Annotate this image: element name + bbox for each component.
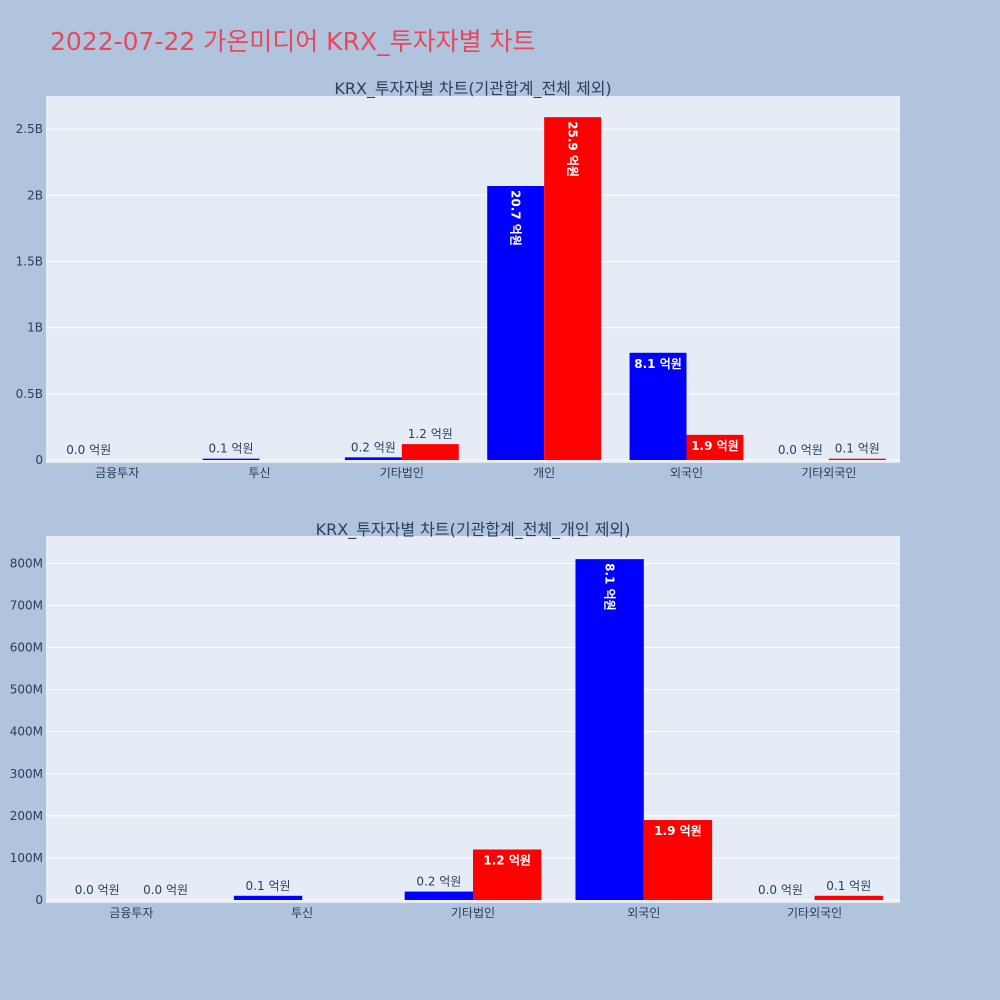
y-tick-label: 1B	[27, 321, 43, 335]
plot-area	[46, 96, 900, 463]
bar-red	[643, 820, 713, 900]
y-tick-label: 400M	[10, 725, 43, 739]
data-label: 0.0 억원	[66, 443, 111, 457]
x-tick-label: 기타법인	[380, 466, 424, 480]
x-tick-label: 외국인	[670, 466, 703, 480]
y-tick-label: 0.5B	[16, 387, 43, 401]
y-tick-label: 100M	[10, 851, 43, 865]
data-label: 0.0 억원	[778, 443, 823, 457]
x-tick-label: 기타외국인	[787, 906, 842, 920]
data-label: 0.2 억원	[351, 440, 396, 454]
page-title: 2022-07-22 가온미디어 KRX_투자자별 차트	[50, 27, 536, 56]
data-label: 8.1 억원	[603, 563, 617, 611]
y-tick-label: 300M	[10, 767, 43, 781]
data-label: 25.9 억원	[566, 121, 580, 177]
y-tick-label: 0	[35, 893, 43, 907]
data-label: 1.2 억원	[483, 854, 531, 868]
data-label: 1.9 억원	[654, 824, 702, 838]
x-tick-label: 투신	[291, 906, 313, 920]
bar-red	[473, 849, 542, 900]
x-tick-label: 외국인	[627, 906, 660, 920]
y-tick-label: 600M	[10, 641, 43, 655]
data-label: 0.1 억원	[826, 879, 871, 893]
data-label: 1.2 억원	[408, 427, 453, 441]
y-tick-label: 500M	[10, 683, 43, 697]
bar-red	[686, 434, 744, 460]
x-tick-label: 기타외국인	[801, 466, 856, 480]
data-label: 20.7 억원	[509, 190, 523, 246]
bar-red	[814, 895, 883, 900]
chart-2: 0 100M 200M 300M 400M 500M 600M 700M 800M KRX_투자자…	[10, 520, 900, 920]
data-label: 0.2 억원	[416, 875, 461, 889]
y-tick-label: 700M	[10, 598, 43, 612]
chart-title: KRX_투자자별 차트(기관합계_전체 제외)	[334, 79, 611, 99]
data-label: 0.1 억원	[209, 442, 254, 456]
bar-red	[401, 444, 459, 460]
y-tick-label: 800M	[10, 556, 43, 570]
x-tick-label: 금융투자	[109, 906, 153, 920]
data-label: 0.0 억원	[143, 883, 188, 897]
data-label: 0.0 억원	[75, 883, 120, 897]
chart-title: KRX_투자자별 차트(기관합계_전체_개인 제외)	[316, 520, 631, 540]
data-label: 0.0 억원	[758, 883, 803, 897]
x-tick-label: 기타법인	[451, 906, 495, 920]
bar-blue	[344, 457, 402, 460]
data-label: 0.1 억원	[246, 879, 291, 893]
bar-blue	[202, 458, 260, 460]
bar-blue	[629, 352, 687, 460]
plot-area	[46, 536, 900, 903]
data-label: 0.1 억원	[835, 442, 880, 456]
bar-red	[828, 458, 886, 460]
y-tick-label: 0	[35, 453, 43, 467]
bar-blue	[575, 559, 644, 900]
data-label: 8.1 억원	[634, 357, 682, 371]
bar-blue	[233, 895, 303, 900]
chart-1: 0 0.5B 1B 1.5B 2B 2.5B KRX_투자자별 차트(기관합계_전체 제외)…	[16, 79, 900, 480]
y-tick-label: 2B	[27, 188, 43, 202]
bar-red	[544, 117, 602, 460]
bar-blue	[487, 186, 545, 461]
y-tick-label: 2.5B	[16, 122, 43, 136]
x-tick-label: 투신	[248, 466, 270, 480]
x-tick-label: 개인	[533, 466, 555, 480]
y-tick-label: 1.5B	[16, 254, 43, 268]
bar-blue	[404, 891, 473, 900]
y-tick-label: 200M	[10, 809, 43, 823]
data-label: 1.9 억원	[691, 439, 739, 453]
x-tick-label: 금융투자	[95, 466, 139, 480]
